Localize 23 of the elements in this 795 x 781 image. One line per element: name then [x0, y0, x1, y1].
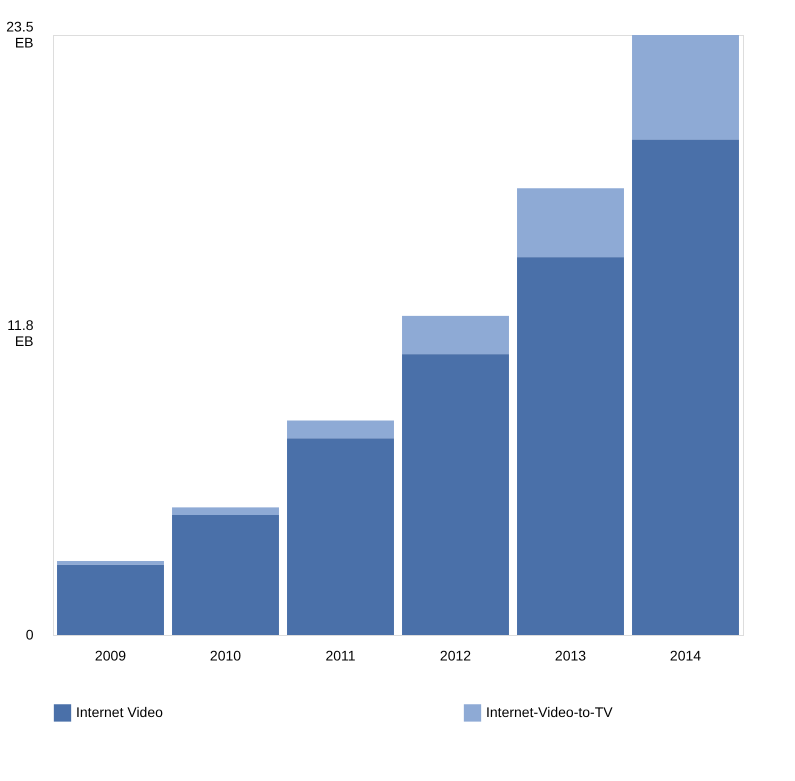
bar [517, 188, 624, 258]
x-tick-label: 2010 [210, 648, 242, 664]
legend-label: Internet Video [76, 704, 164, 720]
bar [287, 420, 394, 438]
bar [402, 316, 509, 354]
x-tick-label: 2012 [440, 648, 472, 664]
bar [632, 35, 739, 140]
bar [287, 438, 394, 635]
y-tick-label: 23.5 EB [6, 18, 34, 50]
bar [517, 257, 624, 635]
bar [57, 560, 164, 565]
bar [402, 354, 509, 635]
x-tick-label: 2011 [325, 648, 356, 664]
bar [57, 564, 164, 635]
y-tick-label: 11.8 EB [7, 317, 34, 350]
x-tick-label: 2014 [670, 648, 702, 664]
y-tick-label: 0 [26, 626, 34, 642]
bar [172, 507, 279, 515]
x-tick-label: 2013 [554, 648, 586, 664]
legend-label: Internet-Video-to-TV [486, 704, 614, 720]
bar [632, 140, 739, 635]
x-tick-label: 2009 [94, 648, 126, 664]
bar [172, 515, 279, 635]
